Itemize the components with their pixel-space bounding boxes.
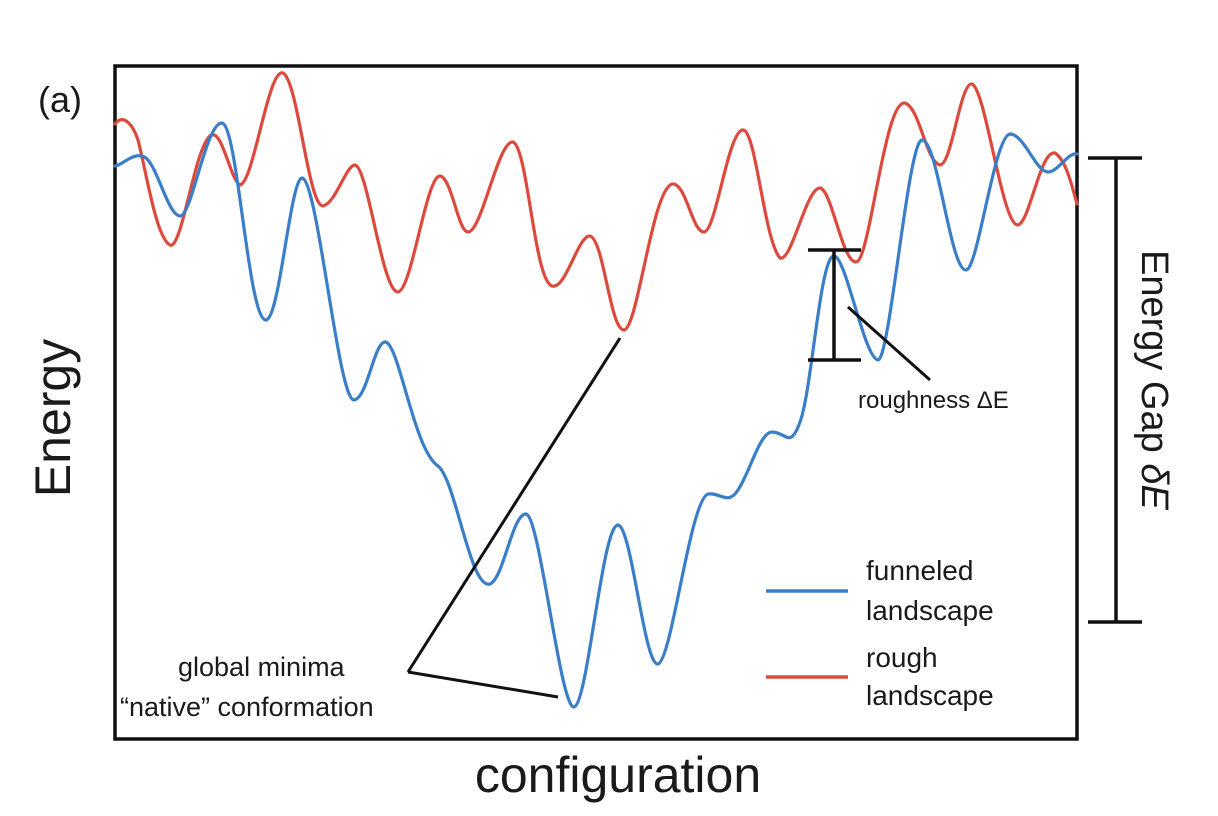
rough-landscape-curve — [113, 71, 1079, 332]
plot-area — [113, 71, 1079, 709]
legend-funneled-line1: funneled — [866, 555, 973, 586]
legend-rough-line2: landscape — [866, 680, 994, 711]
roughness-label: roughness ΔE — [858, 387, 1009, 414]
global-minima-leaders — [406, 337, 622, 699]
x-axis-label: configuration — [475, 747, 761, 803]
energy-gap-label: Energy Gap δE — [1133, 250, 1175, 510]
roughness-leader-line — [847, 305, 931, 382]
legend: funneled landscape rough landscape — [766, 555, 994, 711]
legend-funneled-line2: landscape — [866, 595, 994, 626]
panel-label: (a) — [38, 79, 82, 120]
global-minima-label: global minima — [178, 652, 346, 682]
roughness-marker — [808, 248, 861, 362]
y-axis-label: Energy — [25, 339, 81, 497]
plot-frame — [113, 64, 1079, 741]
legend-rough-line1: rough — [866, 642, 938, 673]
energy-gap-bracket — [1088, 156, 1142, 624]
funneled-landscape-curve — [113, 121, 1079, 709]
native-conformation-label: “native” conformation — [120, 692, 374, 722]
energy-gap-symbol: δE — [1133, 463, 1175, 510]
energy-gap-text: Energy Gap — [1133, 250, 1175, 463]
